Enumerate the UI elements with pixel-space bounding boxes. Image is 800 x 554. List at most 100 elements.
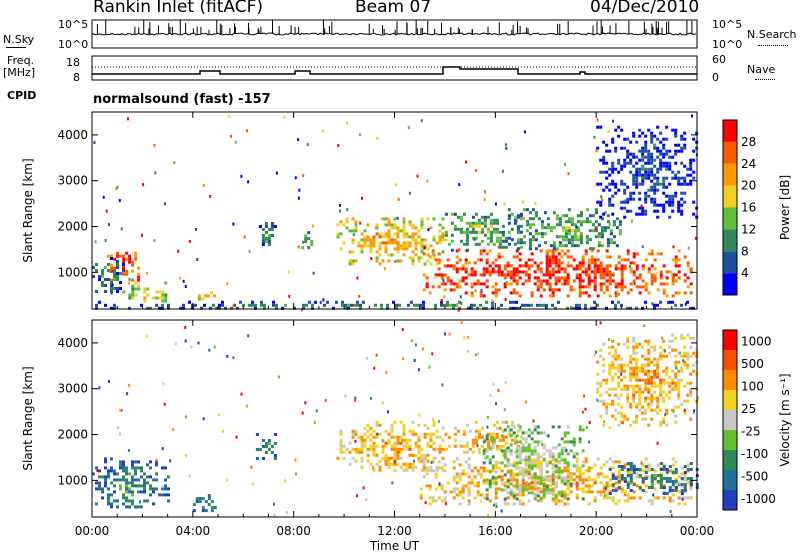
data-cell xyxy=(489,218,493,222)
data-cell xyxy=(488,273,492,277)
data-cell xyxy=(483,218,487,222)
data-cell xyxy=(584,460,588,464)
data-cell xyxy=(465,441,469,445)
data-cell xyxy=(393,241,397,245)
data-cell xyxy=(495,402,497,405)
data-cell xyxy=(545,270,549,274)
data-cell xyxy=(530,467,534,471)
data-cell xyxy=(597,223,601,227)
nave-label: Nave xyxy=(747,63,776,76)
data-cell xyxy=(479,475,483,479)
data-cell xyxy=(551,261,555,265)
data-cell xyxy=(369,244,373,248)
data-cell xyxy=(599,493,603,497)
data-cell xyxy=(593,273,597,277)
data-cell xyxy=(554,485,558,489)
data-cell xyxy=(617,396,621,400)
data-cell xyxy=(450,212,454,216)
data-cell xyxy=(560,491,564,495)
data-cell xyxy=(653,173,657,177)
data-cell xyxy=(629,197,633,201)
data-cell xyxy=(564,162,566,166)
data-cell xyxy=(258,225,262,228)
data-cell xyxy=(632,270,636,274)
data-cell xyxy=(424,501,427,505)
data-cell xyxy=(647,170,651,174)
data-cell xyxy=(438,235,442,239)
data-cell xyxy=(647,463,651,467)
data-cell xyxy=(108,379,110,383)
data-cell xyxy=(524,488,528,492)
data-cell xyxy=(662,143,666,147)
station-title: Rankin Inlet (fitACF) xyxy=(93,0,264,17)
data-cell xyxy=(509,452,513,456)
data-cell xyxy=(459,295,462,299)
data-cell xyxy=(602,399,606,403)
data-cell xyxy=(620,414,624,418)
data-cell xyxy=(500,434,504,438)
data-cell xyxy=(351,429,355,433)
data-cell xyxy=(441,456,445,460)
data-cell xyxy=(134,254,138,258)
data-cell xyxy=(116,263,119,266)
data-cell xyxy=(656,209,660,213)
data-cell xyxy=(101,269,104,272)
data-cell xyxy=(668,167,672,171)
data-cell xyxy=(602,423,606,427)
data-cell xyxy=(426,259,430,263)
data-cell xyxy=(608,279,612,283)
data-cell xyxy=(473,273,477,277)
nave-legend-line xyxy=(755,79,775,80)
data-cell xyxy=(507,221,511,225)
data-cell xyxy=(482,496,486,500)
data-cell xyxy=(644,417,648,421)
data-cell xyxy=(611,387,615,391)
data-cell xyxy=(539,431,543,435)
data-cell xyxy=(474,429,478,433)
data-cell xyxy=(369,250,373,254)
data-cell xyxy=(590,466,594,470)
data-cell xyxy=(501,429,505,433)
data-cell xyxy=(497,273,501,277)
data-cell xyxy=(397,197,400,201)
data-cell xyxy=(462,432,466,436)
data-cell xyxy=(533,261,537,265)
data-cell xyxy=(588,440,591,444)
data-cell xyxy=(683,399,687,403)
data-cell xyxy=(443,469,447,473)
data-cell xyxy=(635,276,639,280)
data-cell xyxy=(602,212,606,216)
data-cell xyxy=(512,496,516,500)
data-cell xyxy=(417,450,421,454)
data-cell xyxy=(542,484,546,488)
data-cell xyxy=(143,299,147,303)
data-cell xyxy=(509,434,513,438)
data-cell xyxy=(588,247,592,251)
data-cell xyxy=(429,226,433,230)
data-cell xyxy=(650,474,654,477)
data-cell xyxy=(653,134,657,138)
data-cell xyxy=(482,306,485,310)
data-cell xyxy=(548,273,552,277)
data-cell xyxy=(458,490,462,494)
data-cell xyxy=(252,482,255,486)
data-cell xyxy=(573,235,577,239)
data-cell xyxy=(537,244,541,248)
data-cell xyxy=(581,497,585,501)
data-cell xyxy=(310,240,314,244)
data-cell xyxy=(680,212,684,216)
colorbar-label: Power [dB] xyxy=(778,175,792,240)
data-cell xyxy=(426,253,430,257)
data-cell xyxy=(134,287,138,291)
data-cell xyxy=(110,278,114,282)
data-cell xyxy=(486,227,490,231)
data-cell xyxy=(504,239,508,243)
colorbar-tick-label: -500 xyxy=(741,469,768,483)
data-cell xyxy=(297,245,300,249)
data-cell xyxy=(620,357,624,361)
data-cell xyxy=(120,408,123,412)
data-cell xyxy=(471,227,475,231)
data-cell xyxy=(395,306,398,310)
data-cell xyxy=(689,267,693,271)
data-cell xyxy=(647,173,651,177)
